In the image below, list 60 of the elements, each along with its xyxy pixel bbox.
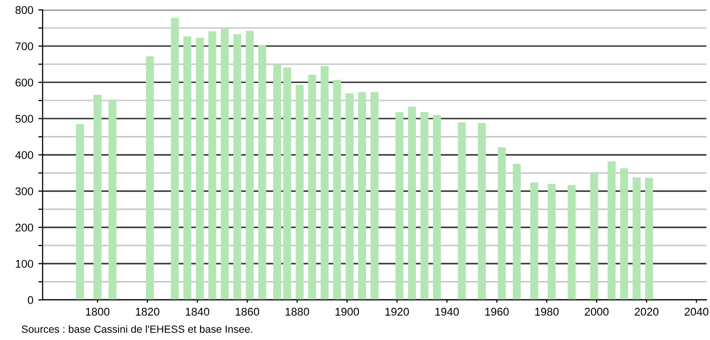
bar	[76, 124, 84, 300]
y-tick-label: 200	[16, 224, 34, 232]
bar	[170, 18, 179, 300]
x-tick-label: 1800	[86, 308, 110, 316]
x-tick-label: 1880	[286, 308, 310, 316]
bar	[296, 84, 304, 300]
bar	[333, 80, 342, 300]
x-tick-label: 2020	[634, 308, 658, 316]
bar	[233, 34, 242, 300]
bar	[370, 92, 379, 300]
bar	[346, 93, 354, 300]
bar	[94, 94, 102, 300]
bar	[246, 30, 254, 300]
bar	[146, 56, 154, 300]
y-tick-label: 400	[15, 151, 34, 160]
bar	[590, 173, 598, 300]
bar	[432, 114, 441, 300]
y-tick-label: 300	[15, 187, 34, 196]
bar	[478, 122, 486, 300]
x-tick-label: 2040	[684, 308, 708, 316]
bar	[408, 106, 416, 300]
bar	[108, 100, 116, 300]
x-tick-label: 1840	[186, 308, 210, 316]
x-tick-label: 1900	[336, 308, 359, 316]
bar	[183, 36, 192, 300]
y-tick-label: 600	[16, 78, 34, 86]
bar	[258, 45, 266, 300]
bar	[530, 182, 538, 300]
x-tick-label: 1980	[535, 308, 559, 316]
bar	[645, 178, 654, 300]
bar	[395, 112, 404, 300]
bar	[273, 64, 282, 300]
bar	[283, 68, 292, 300]
bar	[308, 74, 316, 300]
bar	[568, 184, 576, 300]
y-tick-label: 100	[16, 260, 34, 268]
y-tick-label: 800	[16, 6, 34, 14]
bar	[420, 112, 428, 300]
bar	[632, 177, 641, 300]
x-tick-label: 1820	[136, 308, 160, 316]
bar	[196, 38, 204, 300]
bar	[548, 184, 556, 300]
bar	[358, 92, 366, 300]
y-tick-label: 500	[15, 114, 34, 123]
x-tick-label: 1960	[485, 308, 509, 316]
x-tick-label: 1940	[435, 308, 459, 316]
bar	[512, 164, 521, 300]
bar	[208, 31, 216, 300]
source-note: Sources : base Cassini de l'EHESS et base Insee.	[22, 325, 252, 333]
x-tick-label: 1920	[385, 308, 409, 316]
bar	[608, 161, 616, 300]
x-tick-label: 2000	[584, 308, 609, 316]
bar	[320, 66, 329, 300]
bar	[498, 147, 506, 300]
bar	[458, 122, 466, 300]
y-tick-label: 0	[28, 296, 34, 304]
bar	[620, 168, 628, 300]
bar	[220, 28, 229, 300]
y-tick-label: 700	[16, 42, 34, 50]
x-tick-label: 1860	[236, 308, 260, 316]
